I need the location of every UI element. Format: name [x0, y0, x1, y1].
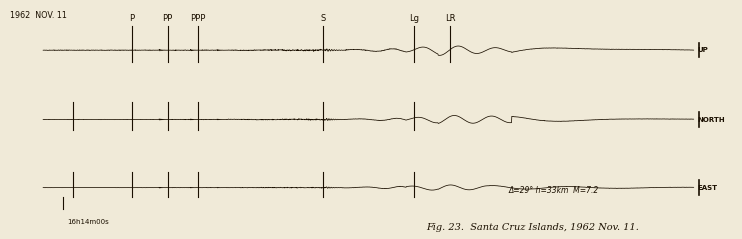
Text: Fig. 23.  Santa Cruz Islands, 1962 Nov. 11.: Fig. 23. Santa Cruz Islands, 1962 Nov. 1…: [427, 223, 640, 232]
Text: EAST: EAST: [697, 185, 718, 191]
Text: PPP: PPP: [191, 14, 206, 23]
Text: 1962  NOV. 11: 1962 NOV. 11: [10, 11, 67, 20]
Text: LR: LR: [445, 14, 456, 23]
Text: P: P: [130, 14, 134, 23]
Text: Δ=29° h=33km  M=7.2: Δ=29° h=33km M=7.2: [508, 186, 599, 195]
Text: Lg: Lg: [409, 14, 419, 23]
Text: UP: UP: [697, 47, 708, 53]
Text: S: S: [320, 14, 326, 23]
Text: NORTH: NORTH: [697, 116, 725, 123]
Text: PP: PP: [162, 14, 173, 23]
Text: 16h14m00s: 16h14m00s: [67, 219, 108, 225]
